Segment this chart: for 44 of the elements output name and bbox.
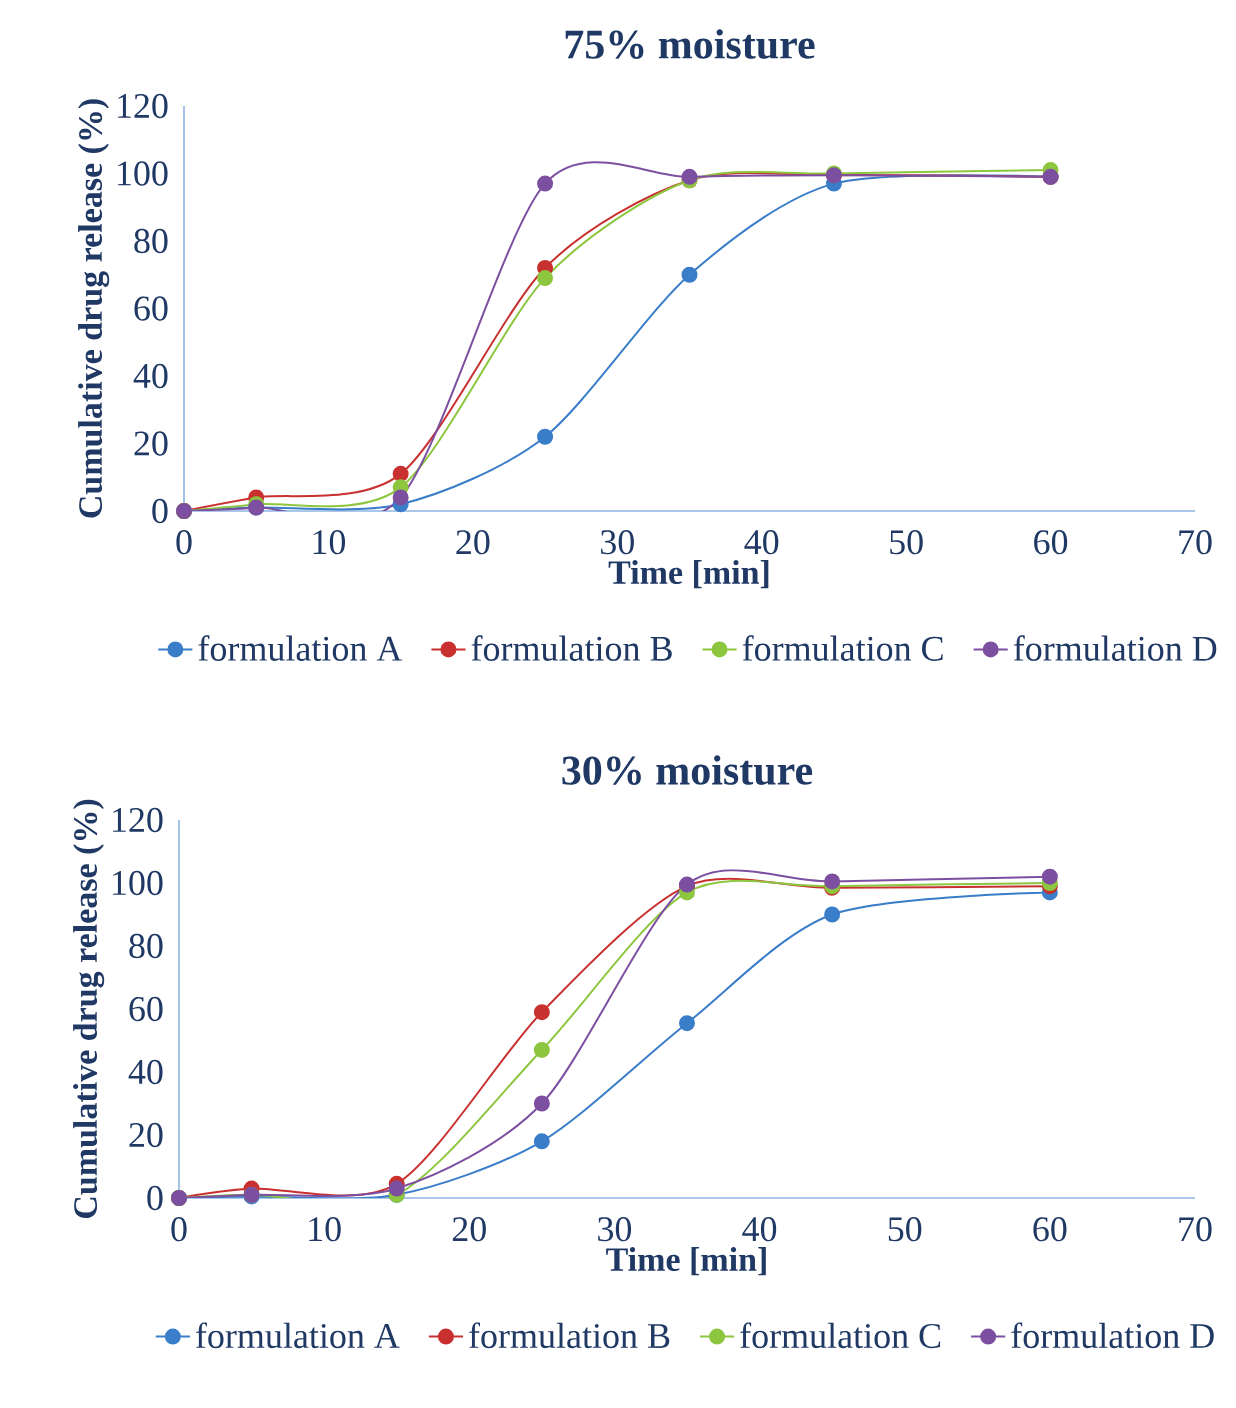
y-tick-label: 40: [128, 1059, 163, 1085]
x-axis-title: Time [min]: [608, 560, 769, 589]
x-tick-label: 50: [890, 530, 923, 555]
legend-label: formulation A: [198, 635, 403, 661]
chart-title: 30% moisture: [562, 755, 813, 785]
x-tick-label: 70: [1179, 530, 1212, 555]
y-tick-label: 80: [129, 933, 163, 959]
y-tick-label: 0: [152, 498, 168, 524]
y-tick-label: 40: [133, 363, 168, 389]
y-tick-label: 120: [113, 807, 163, 833]
y-tick-label: 60: [129, 996, 163, 1022]
legend-label: formulation A: [196, 1322, 400, 1349]
legend-label: formulation B: [469, 1322, 670, 1349]
x-tick-label: 60: [1033, 1217, 1067, 1242]
x-tick-label: 40: [744, 530, 779, 555]
x-tick-label: 20: [452, 1217, 486, 1242]
x-tick-label: 40: [742, 1217, 777, 1242]
legend-label: formulation C: [742, 635, 943, 661]
chart-title: 75% moisture: [565, 29, 815, 59]
y-tick-label: 100: [113, 870, 163, 896]
y-axis-title: Cumulative drug release (%): [73, 799, 105, 1219]
legend-label: formulation B: [471, 635, 672, 661]
legend-label: formulation D: [1011, 1322, 1214, 1349]
x-tick-label: 10: [313, 530, 346, 555]
y-tick-label: 60: [134, 296, 168, 321]
y-tick-label: 0: [147, 1185, 163, 1211]
x-tick-label: 70: [1179, 1217, 1212, 1242]
x-axis-title: Time [min]: [606, 1247, 766, 1276]
x-tick-label: 60: [1034, 530, 1068, 555]
y-tick-label: 100: [118, 161, 168, 186]
legend-label: formulation C: [740, 1322, 941, 1349]
y-tick-label: 20: [134, 431, 168, 456]
y-tick-label: 120: [118, 93, 168, 119]
x-tick-label: 30: [601, 530, 634, 555]
y-axis-title: Cumulative drug release (%): [78, 99, 110, 518]
x-tick-label: 0: [176, 530, 192, 555]
x-tick-label: 30: [598, 1217, 632, 1242]
x-tick-label: 0: [171, 1217, 187, 1242]
x-tick-label: 50: [888, 1217, 922, 1242]
x-tick-label: 10: [309, 1217, 341, 1242]
y-tick-label: 20: [129, 1122, 163, 1148]
legend-label: formulation D: [1013, 635, 1217, 661]
x-tick-label: 20: [456, 530, 490, 555]
y-tick-label: 80: [134, 228, 168, 254]
